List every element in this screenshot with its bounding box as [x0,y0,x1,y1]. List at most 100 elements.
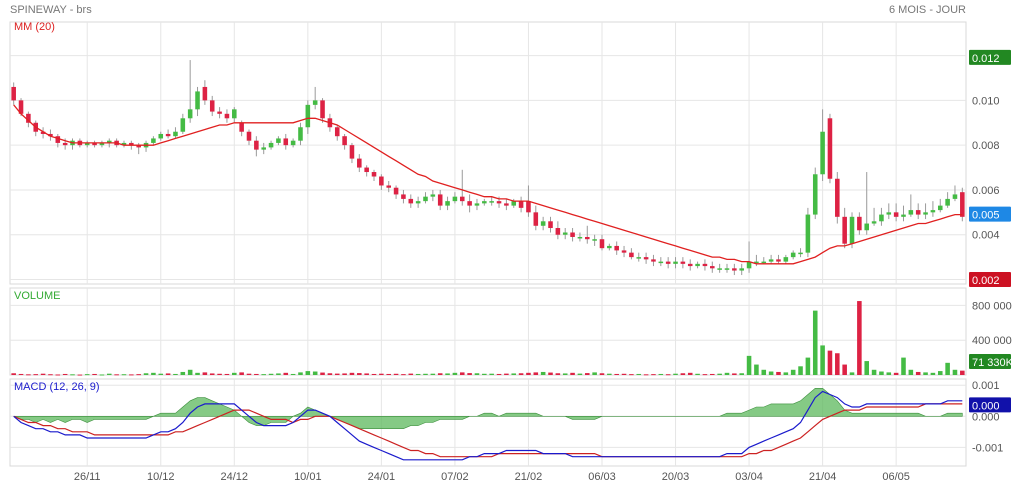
candle-down [246,131,252,141]
candle-down [599,239,605,249]
volume-bar [540,371,546,375]
volume-bar [401,374,406,376]
candle-down [827,118,833,179]
candle-up [937,205,943,211]
volume-bar [276,373,281,375]
macd-panel-frame [9,378,967,467]
candle-up [658,261,664,264]
candle-down [643,257,649,260]
candle-up [180,118,186,132]
volume-bar [592,372,597,375]
candle-down [548,221,553,229]
x-tick-label: 21/02 [515,471,543,483]
volume-bar [687,372,693,375]
volume-bar [342,373,347,375]
candle-up [592,239,597,241]
candle-up [820,131,825,175]
volume-bar [864,361,870,375]
volume-bar [835,353,840,375]
candle-up [717,268,722,270]
candle-up [290,140,296,146]
volume-badge: 71 330K [972,357,1012,369]
macd-histogram-layer [13,388,963,429]
candle-up [312,100,318,105]
candle-up [724,268,730,270]
volume-bar [584,373,590,375]
volume-bar [121,374,127,376]
candle-down [224,113,230,119]
volume-bar [136,374,141,376]
signal-line [13,403,963,458]
ma-legend: MM (20) [14,21,55,33]
candle-down [526,201,531,213]
candle-down [136,145,141,148]
chart-title: SPINEWAY - brs [10,4,92,16]
candle-up [864,223,870,231]
volume-bar [754,364,759,375]
volume-bar [827,350,833,375]
price-tick-label: 0.010 [972,95,1000,107]
candle-down [584,236,590,240]
volume-bar [18,373,24,375]
volume-bar [489,373,494,375]
moving-average-badge-bg [969,206,1011,222]
candle-down [570,232,575,237]
volume-bar [857,301,862,375]
x-tick-label: 03/04 [735,471,763,483]
axis-layer: 26/11 10/12 24/12 10/01 24/01 07/02 21/02 06/03… [74,49,1012,483]
x-tick-label: 21/04 [809,471,837,483]
candle-up [482,201,487,204]
candle-down [621,250,627,253]
volume-bar [908,369,914,375]
candle-down [334,127,340,137]
volume-bar [158,373,164,375]
volume-bar [746,355,752,375]
volume-bar [415,373,421,375]
volume-bar [467,373,472,375]
volume-bar [680,373,686,375]
volume-bar [459,372,465,375]
volume-bar [26,374,31,376]
volume-bar [349,372,355,375]
candle-up [84,142,90,146]
candle-up [452,196,458,202]
volume-bar [386,373,392,375]
candle-down [665,261,671,264]
volume-bar [357,373,362,375]
candle-down [710,266,715,269]
volume-bar [526,372,531,375]
candle-down [349,145,355,159]
volume-bar [783,372,789,375]
candle-down [26,113,31,123]
volume-bar [77,374,83,376]
volume-bar [923,372,928,375]
volume-bar [48,374,53,376]
candle-down [651,259,656,262]
candle-up [923,212,928,215]
volume-bar [533,372,539,375]
candle-up [812,174,818,215]
x-tick-label: 06/03 [588,471,616,483]
candle-up [952,194,958,199]
x-tick-label: 26/11 [74,471,101,483]
volume-bar [232,372,237,375]
candle-up [276,138,281,143]
volume-bar [812,310,818,375]
candle-down [408,198,414,204]
volume-bar [960,370,965,375]
low-price-badge: 0.002 [972,275,1000,287]
candle-down [518,201,524,208]
macd-title: MACD (12, 26, 9) [14,381,100,393]
candle-up [489,201,494,203]
volume-bar [217,373,222,375]
volume-bar [496,373,502,375]
volume-bar [261,374,266,376]
volume-bar [665,374,671,376]
volume-bar [739,373,744,375]
volume-bar [246,373,252,375]
volume-bar [312,371,318,375]
candle-down [629,252,634,258]
candle-up [562,232,568,235]
candle-down [364,167,369,173]
volume-bar [99,374,105,376]
